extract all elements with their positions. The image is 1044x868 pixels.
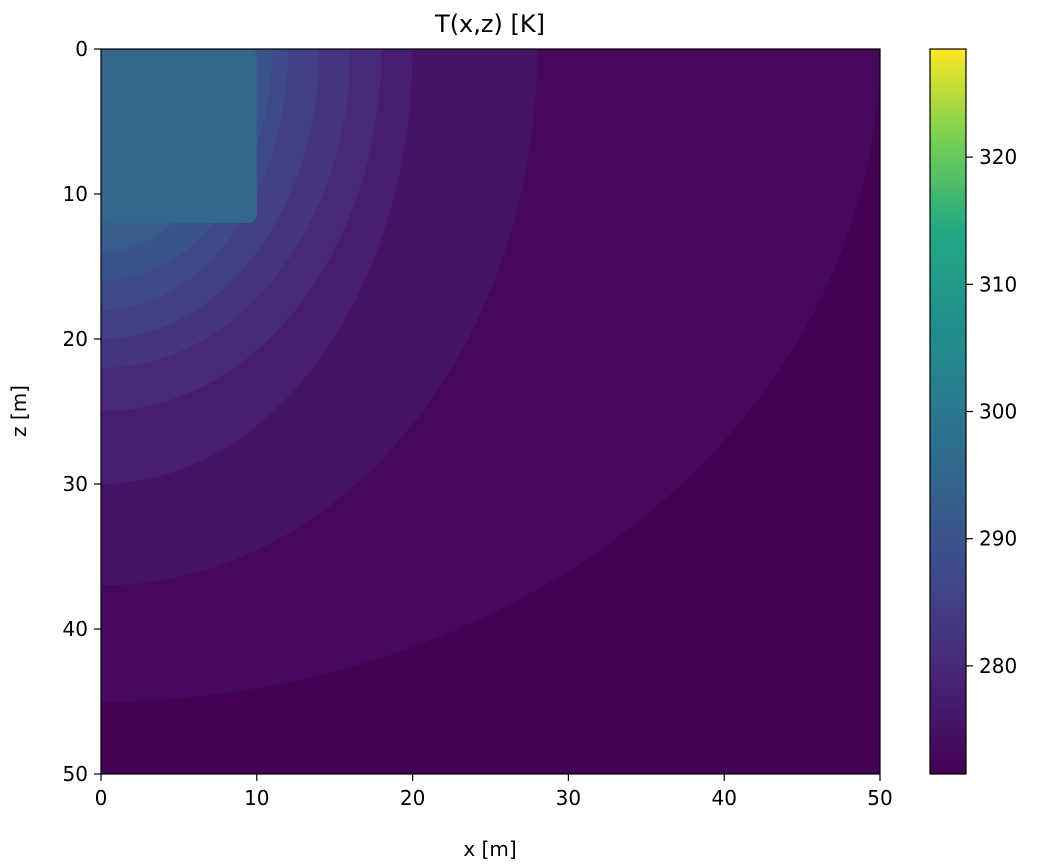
y-tick-label: 0	[75, 37, 88, 61]
x-tick-label: 0	[95, 786, 108, 810]
x-axis: 0 10 20 30 40 50	[95, 774, 893, 810]
plot-frame	[100, 48, 881, 775]
x-tick-label: 30	[556, 786, 581, 810]
hot-region	[101, 49, 257, 223]
colorbar-tick-label: 310	[979, 272, 1017, 296]
y-tick-label: 10	[63, 182, 88, 206]
colorbar-tick-label: 300	[979, 400, 1017, 424]
x-tick-label: 50	[867, 786, 892, 810]
colorbar	[929, 48, 967, 775]
y-tick-label: 50	[63, 762, 88, 786]
y-tick-label: 40	[63, 617, 88, 641]
x-tick-label: 10	[244, 786, 269, 810]
colorbar-axis: 280 290 300 310 320	[966, 145, 1017, 678]
y-tick-label: 30	[63, 472, 88, 496]
x-tick-label: 20	[400, 786, 425, 810]
x-tick-label: 40	[711, 786, 736, 810]
colorbar-tick-label: 290	[979, 527, 1017, 551]
y-axis: 0 10 20 30 40 50	[63, 37, 101, 786]
chart-title: T(x,z) [K]	[434, 10, 545, 38]
colorbar-tick-label: 280	[979, 654, 1017, 678]
colorbar-tick-label: 320	[979, 145, 1017, 169]
y-tick-label: 20	[63, 327, 88, 351]
contour-fill-group	[101, 49, 538, 586]
y-axis-title: z [m]	[7, 385, 31, 437]
x-axis-title: x [m]	[463, 837, 516, 861]
